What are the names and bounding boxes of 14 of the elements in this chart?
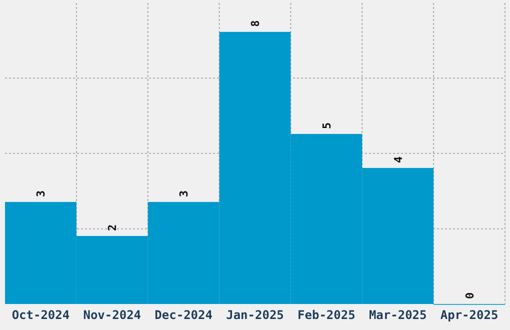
data-label: 0 xyxy=(463,292,476,299)
data-label: 4 xyxy=(392,156,405,163)
x-tick-label: Oct-2024 xyxy=(12,308,70,322)
x-tick-label: Dec-2024 xyxy=(154,308,212,322)
data-label: 8 xyxy=(249,20,262,27)
data-label: 3 xyxy=(34,190,48,197)
data-label: 5 xyxy=(320,122,334,129)
data-label: 3 xyxy=(178,190,191,197)
x-tick-label: Mar-2025 xyxy=(368,308,427,322)
x-tick-label: Feb-2025 xyxy=(298,308,356,322)
x-tick-label: Apr-2025 xyxy=(440,308,498,322)
data-label: 2 xyxy=(106,224,120,231)
x-tick-label: Nov-2024 xyxy=(83,308,142,322)
x-tick-label: Jan-2025 xyxy=(226,308,284,322)
